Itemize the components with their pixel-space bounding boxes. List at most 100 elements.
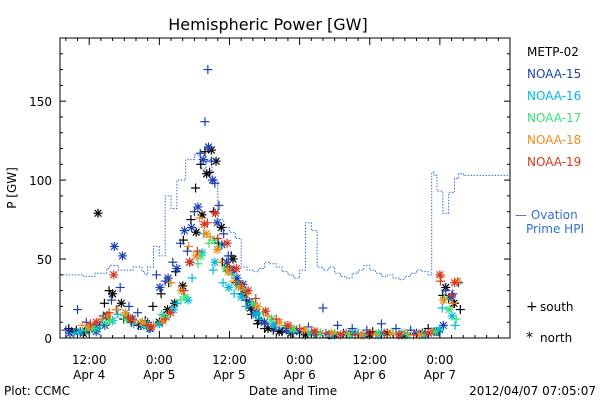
north-point <box>309 327 319 337</box>
north-point <box>163 273 173 283</box>
chart-title: Hemispheric Power [GW] <box>168 15 367 34</box>
north-point <box>263 324 273 334</box>
north-point <box>243 286 253 296</box>
south-point <box>115 282 125 292</box>
south-marker-label: south <box>540 300 574 314</box>
south-point <box>451 314 461 324</box>
south-point <box>101 319 111 329</box>
south-point <box>251 294 261 304</box>
south-point <box>218 278 228 288</box>
north-point <box>251 309 261 319</box>
south-point <box>437 303 447 313</box>
north-point <box>186 222 196 232</box>
south-point <box>200 147 210 157</box>
south-point <box>200 117 210 127</box>
north-point <box>165 308 175 318</box>
north-point <box>120 308 130 318</box>
plot-frame <box>59 37 511 339</box>
north-point <box>223 267 233 277</box>
x-tick-label-time: 0:00 <box>146 353 173 367</box>
north-point <box>236 292 246 302</box>
north-point <box>253 301 263 311</box>
south-point <box>182 246 192 256</box>
south-point <box>213 234 223 244</box>
north-point <box>109 241 119 251</box>
ovation-hpi-line <box>60 154 510 281</box>
south-point <box>236 279 246 289</box>
north-point <box>299 325 309 335</box>
north-point <box>199 219 209 229</box>
legend-entry: NOAA-18 <box>527 133 581 147</box>
north-point <box>224 282 234 292</box>
south-point <box>379 328 389 338</box>
north-point <box>283 320 293 330</box>
south-point <box>214 200 224 210</box>
north-point <box>449 278 459 288</box>
marker-legend: + south * north <box>526 299 574 346</box>
south-point <box>99 298 109 308</box>
legend-entry: NOAA-15 <box>527 67 581 81</box>
north-point <box>261 306 271 316</box>
north-point <box>126 314 136 324</box>
north-point <box>191 251 201 261</box>
north-point <box>172 264 182 274</box>
north-point <box>180 292 190 302</box>
south-point <box>193 259 203 269</box>
south-point <box>333 320 343 330</box>
north-point <box>202 169 212 179</box>
south-point <box>187 273 197 283</box>
north-point <box>146 322 156 332</box>
south-point <box>85 319 95 329</box>
south-point <box>195 213 205 223</box>
legend-entry: METP-02 <box>527 45 579 59</box>
south-point <box>69 328 79 338</box>
south-point <box>133 308 143 318</box>
north-point <box>84 322 94 332</box>
north-point <box>212 245 222 255</box>
north-marker-label: north <box>540 331 572 345</box>
north-point <box>116 298 126 308</box>
x-tick-label-time: 0:00 <box>286 353 313 367</box>
ovation-legend-line1: — Ovation <box>515 208 578 222</box>
south-point <box>206 156 216 166</box>
south-point <box>450 320 460 330</box>
north-marker-symbol: * <box>526 330 533 346</box>
north-point <box>438 320 448 330</box>
north-point <box>93 208 103 218</box>
north-point <box>198 155 208 165</box>
south-point <box>186 215 196 225</box>
south-point <box>73 305 83 315</box>
x-tick-label-time: 12:00 <box>212 353 247 367</box>
south-point <box>111 305 121 315</box>
data-points <box>61 65 465 340</box>
x-tick-label-date: Apr 6 <box>354 368 386 382</box>
x-tick-label-date: Apr 5 <box>143 368 175 382</box>
north-point <box>185 257 195 267</box>
x-tick-label-time: 12:00 <box>352 353 387 367</box>
south-point <box>229 276 239 286</box>
y-axis-label: P [GW] <box>5 167 19 209</box>
legend-entry: NOAA-19 <box>527 155 581 169</box>
north-point <box>336 330 346 340</box>
x-tick-label-time: 12:00 <box>72 353 107 367</box>
north-point <box>222 257 232 267</box>
north-point <box>248 298 258 308</box>
north-point <box>109 270 119 280</box>
south-point <box>224 262 234 272</box>
y-tick-label: 0 <box>44 332 52 346</box>
south-point <box>376 319 386 329</box>
south-point <box>96 314 106 324</box>
north-point <box>203 142 213 152</box>
south-point <box>151 270 161 280</box>
north-point <box>179 226 189 236</box>
south-point <box>191 183 201 193</box>
north-point <box>423 328 433 338</box>
north-point <box>193 202 203 212</box>
south-point <box>241 301 251 311</box>
y-tick-label: 50 <box>37 253 52 267</box>
south-point <box>216 257 226 267</box>
south-point <box>318 303 328 313</box>
y-tick-label: 100 <box>29 174 52 188</box>
south-point <box>104 308 114 318</box>
south-point <box>229 289 239 299</box>
